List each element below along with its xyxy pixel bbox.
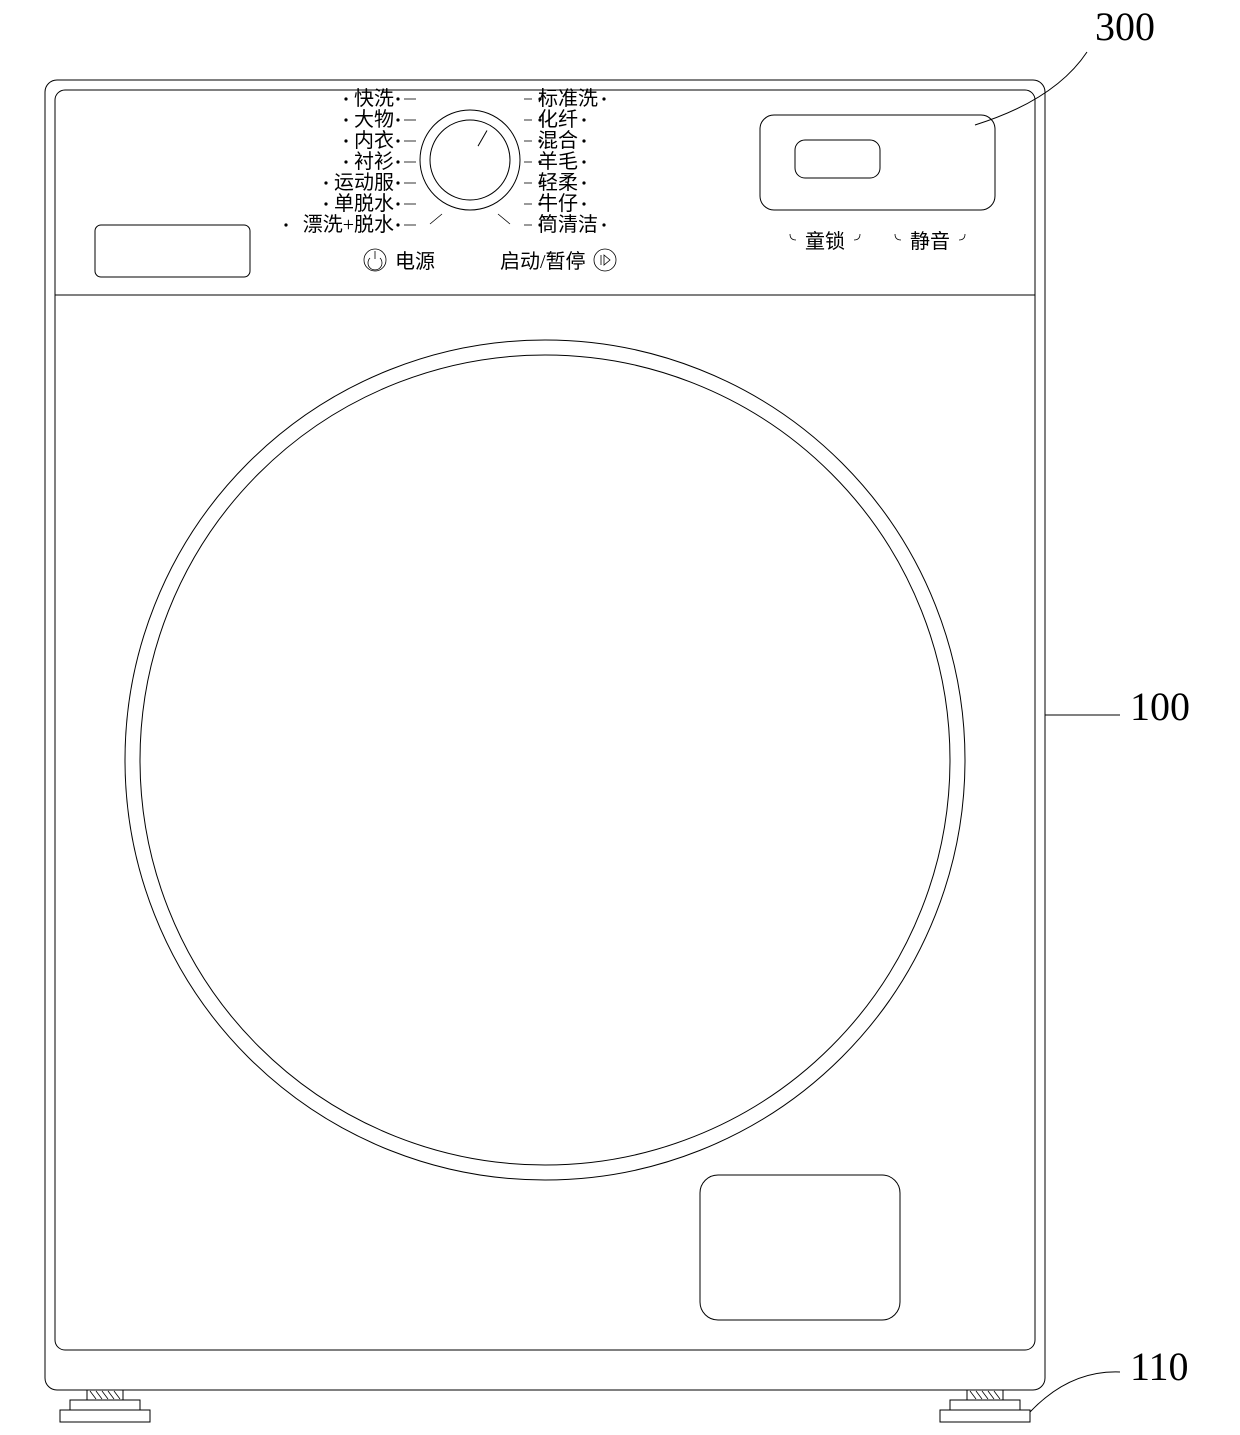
svg-text:牛仔: 牛仔 xyxy=(538,192,578,215)
child-lock-label: 童锁 xyxy=(805,230,845,253)
program-dial xyxy=(420,110,520,210)
start-pause-label: 启动/暂停 xyxy=(500,250,586,273)
svg-text:漂洗+脱水: 漂洗+脱水 xyxy=(303,213,394,236)
start-pause-icon xyxy=(594,249,616,271)
callout-100: 100 xyxy=(1130,684,1190,729)
svg-text:化纤: 化纤 xyxy=(538,108,578,131)
svg-text:快洗: 快洗 xyxy=(354,87,394,110)
svg-text:轻柔: 轻柔 xyxy=(538,171,578,194)
callout-300: 300 xyxy=(1095,4,1155,49)
svg-text:衬衫: 衬衫 xyxy=(354,150,394,173)
svg-text:标准洗: 标准洗 xyxy=(538,87,598,110)
svg-text:内衣: 内衣 xyxy=(354,129,394,152)
svg-text:单脱水: 单脱水 xyxy=(334,192,394,215)
svg-text:羊毛: 羊毛 xyxy=(538,150,578,173)
callout-110: 110 xyxy=(1130,1344,1189,1389)
svg-text:运动服: 运动服 xyxy=(334,171,394,194)
svg-text:大物: 大物 xyxy=(354,108,394,131)
svg-text:混合: 混合 xyxy=(538,129,578,152)
svg-text:筒清洁: 筒清洁 xyxy=(538,213,598,236)
mute-label: 静音 xyxy=(910,230,950,253)
power-label: 电源 xyxy=(395,250,435,273)
